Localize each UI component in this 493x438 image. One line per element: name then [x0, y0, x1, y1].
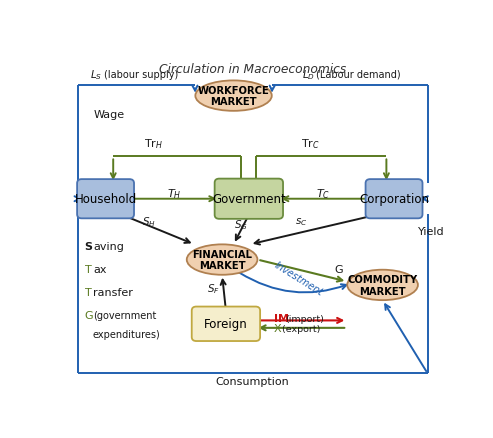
Text: $S_H$: $S_H$	[142, 214, 156, 228]
Text: Household: Household	[74, 193, 137, 206]
Text: $L_D$: $L_D$	[302, 67, 316, 81]
Text: G: G	[85, 310, 93, 320]
FancyBboxPatch shape	[214, 179, 283, 219]
Text: Consumption: Consumption	[216, 376, 289, 386]
Ellipse shape	[195, 81, 272, 112]
Text: Yield: Yield	[418, 226, 445, 236]
Text: Corporation: Corporation	[359, 193, 429, 206]
Text: Wage: Wage	[94, 110, 125, 120]
Text: S: S	[85, 241, 93, 251]
Ellipse shape	[187, 245, 257, 275]
Text: $L_S$: $L_S$	[90, 67, 103, 81]
Text: $S_G$: $S_G$	[234, 218, 247, 231]
Text: $S_F$: $S_F$	[207, 282, 219, 296]
Text: Circulation in Macroeconomics: Circulation in Macroeconomics	[159, 63, 346, 76]
Text: aving: aving	[93, 241, 124, 251]
Text: Investment: Investment	[273, 260, 324, 297]
Text: expenditures): expenditures)	[93, 329, 161, 339]
Text: (labour supply): (labour supply)	[104, 70, 178, 79]
Text: $T_C$: $T_C$	[316, 187, 330, 201]
Text: Government: Government	[212, 193, 286, 206]
Ellipse shape	[347, 270, 418, 300]
Text: G: G	[334, 264, 343, 274]
FancyBboxPatch shape	[192, 307, 260, 341]
FancyBboxPatch shape	[366, 180, 423, 219]
Text: T: T	[85, 265, 91, 274]
Text: COMMODITY
MARKET: COMMODITY MARKET	[348, 275, 418, 296]
Text: (Labour demand): (Labour demand)	[316, 70, 400, 79]
Text: FINANCIAL
MARKET: FINANCIAL MARKET	[192, 249, 252, 271]
Text: ax: ax	[93, 265, 106, 274]
Text: $\mathrm{Tr}_C$: $\mathrm{Tr}_C$	[301, 137, 319, 150]
Text: IM: IM	[274, 313, 289, 323]
Text: (export): (export)	[279, 324, 320, 333]
Text: X: X	[274, 323, 282, 333]
FancyBboxPatch shape	[77, 180, 134, 219]
Text: $T_H$: $T_H$	[167, 187, 181, 201]
Text: Foreign: Foreign	[204, 318, 248, 331]
Text: (import): (import)	[285, 314, 324, 323]
Text: T: T	[85, 287, 91, 297]
Text: (government: (government	[93, 310, 156, 320]
Text: $\mathit{s}_C$: $\mathit{s}_C$	[295, 215, 307, 227]
Text: WORKFORCE
MARKET: WORKFORCE MARKET	[198, 85, 270, 107]
Text: $\mathrm{Tr}_H$: $\mathrm{Tr}_H$	[144, 137, 163, 150]
Text: ransfer: ransfer	[93, 287, 133, 297]
